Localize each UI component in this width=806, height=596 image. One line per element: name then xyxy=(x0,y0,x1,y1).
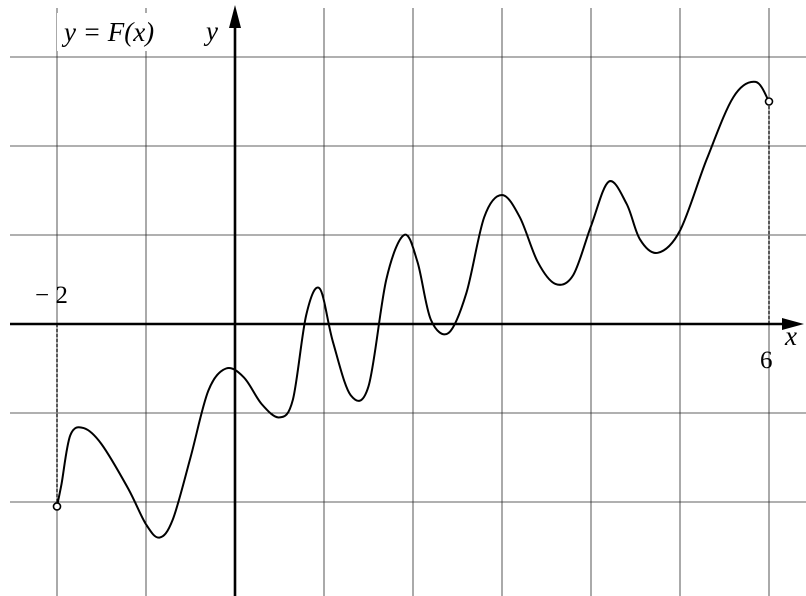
tick-label-minus-2: − 2 xyxy=(35,282,68,309)
title-background xyxy=(57,13,200,51)
endpoint-guides xyxy=(56,101,770,507)
y-axis-label: y xyxy=(203,16,218,46)
left-open-endpoint xyxy=(52,502,62,511)
x-axis-arrowhead xyxy=(782,318,804,330)
grid-lines xyxy=(10,8,806,596)
y-axis-arrowhead xyxy=(229,5,241,28)
right-open-endpoint xyxy=(764,97,774,106)
x-axis-label: x xyxy=(784,321,797,351)
tick-label-6: 6 xyxy=(760,347,773,374)
function-curve xyxy=(56,80,770,539)
axes xyxy=(10,20,792,596)
endpoints xyxy=(52,97,774,511)
chart-title: y = F(x) xyxy=(61,17,154,47)
